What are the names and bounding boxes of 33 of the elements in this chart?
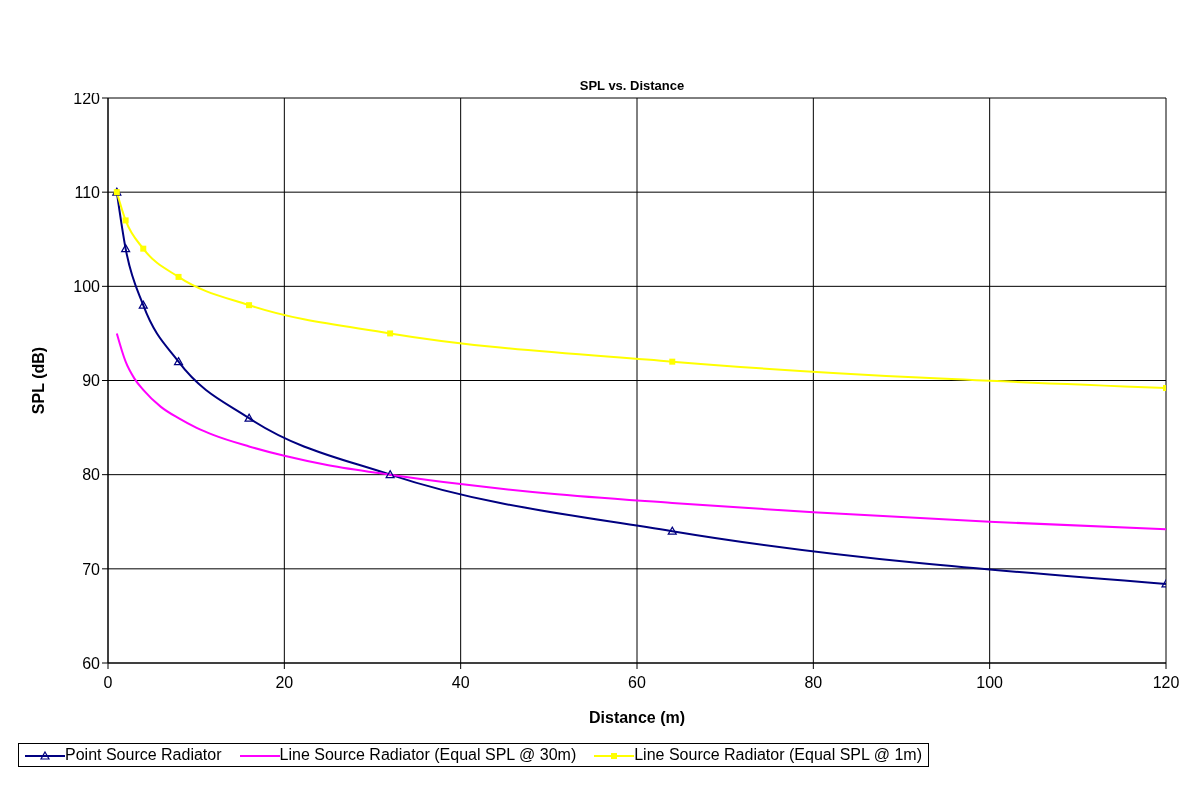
x-axis-title: Distance (m) xyxy=(588,709,686,726)
y-tick-label: 70 xyxy=(82,560,101,578)
point xyxy=(173,357,184,366)
legend-label: Line Source Radiator (Equal SPL @ 30m) xyxy=(278,746,577,764)
x-tick-label: 80 xyxy=(804,674,823,692)
point xyxy=(175,273,182,280)
point xyxy=(667,526,677,535)
point xyxy=(140,245,147,252)
x-tick-label: 120 xyxy=(1152,674,1180,692)
point xyxy=(387,330,394,337)
x-tick-label: 40 xyxy=(451,674,470,692)
point xyxy=(244,413,254,422)
x-tick-label: 100 xyxy=(976,674,1004,692)
line-series xyxy=(115,332,1166,531)
legend-label: Point Source Radiator xyxy=(64,746,222,764)
point xyxy=(138,300,148,309)
legend-label: Line Source Radiator (Equal SPL @ 1m) xyxy=(633,746,923,764)
x-tick-label: 0 xyxy=(103,674,113,692)
y-tick-label: 100 xyxy=(73,278,101,296)
y-axis-title: SPL (dB) xyxy=(29,346,47,415)
point xyxy=(246,302,253,309)
x-tick-label: 20 xyxy=(275,674,294,692)
y-tick-label: 110 xyxy=(74,183,101,201)
y-tick-label: 90 xyxy=(82,372,101,390)
x-tick-label: 60 xyxy=(628,674,646,692)
point xyxy=(122,217,129,224)
chart-title: SPL vs. Distance xyxy=(579,78,685,93)
point xyxy=(669,358,676,365)
y-tick-label: 60 xyxy=(82,654,101,672)
y-tick-label: 80 xyxy=(82,466,101,484)
point xyxy=(385,470,395,479)
point xyxy=(121,244,131,253)
y-tick-label: 120 xyxy=(73,89,101,107)
